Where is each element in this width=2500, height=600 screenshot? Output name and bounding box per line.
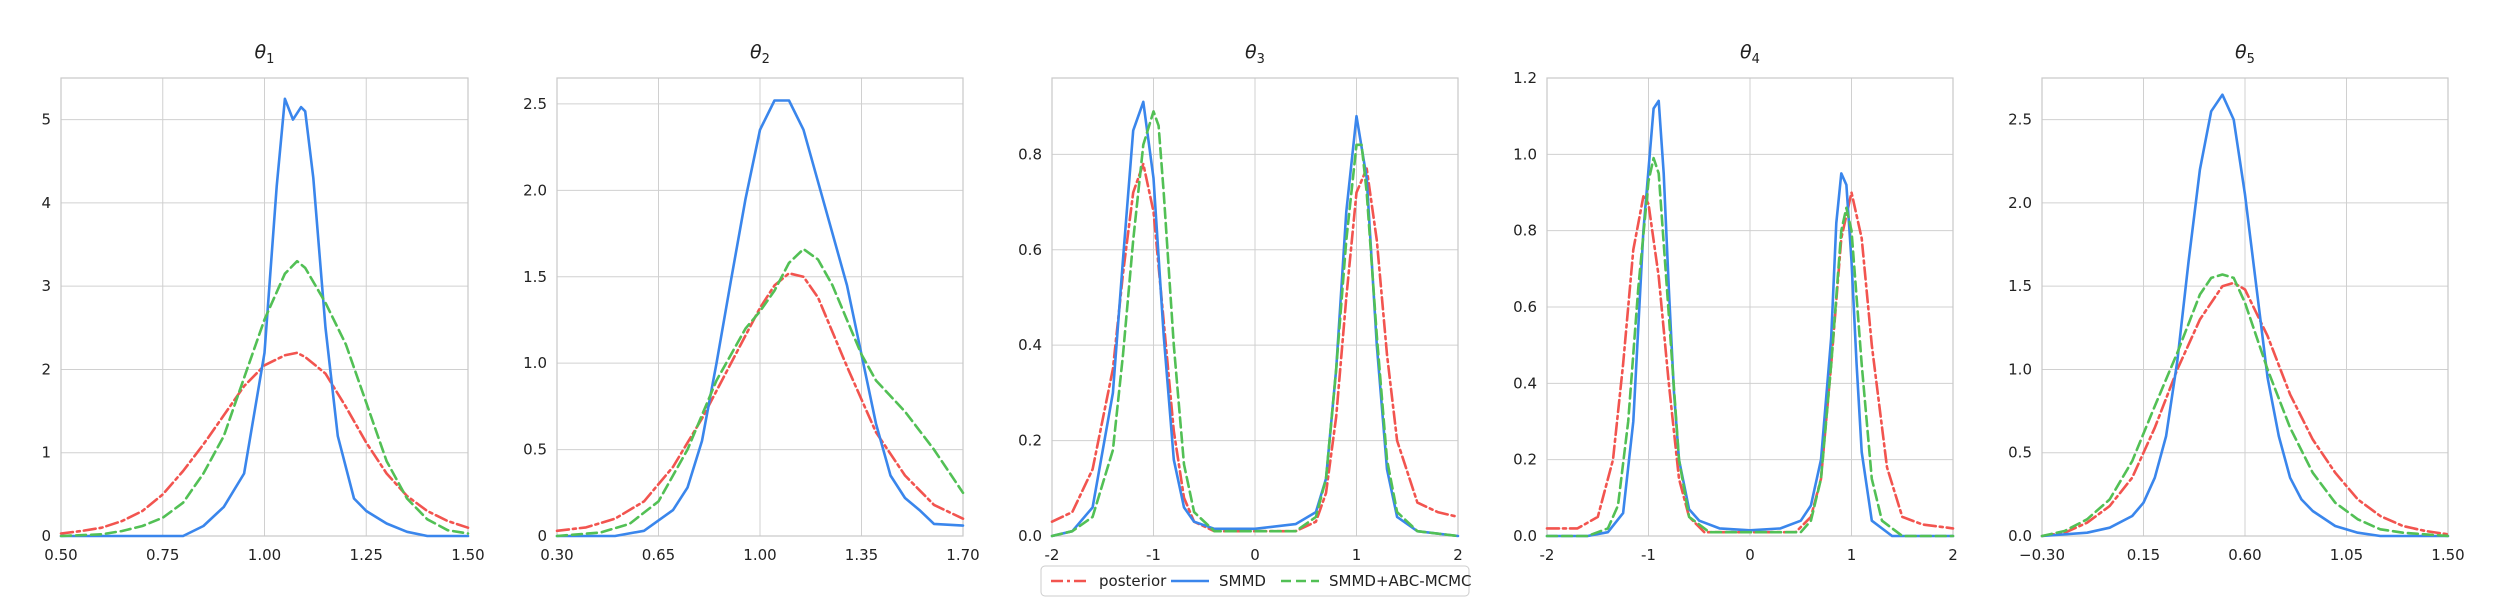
x-tick-label: 1 bbox=[1847, 546, 1857, 564]
panel-title: θ2 bbox=[750, 41, 770, 67]
x-tick-label: 2 bbox=[1453, 546, 1463, 564]
y-tick-label: 0.0 bbox=[1018, 527, 1042, 545]
panel-title-symbol: θ bbox=[1245, 41, 1257, 63]
chart-panel-2: 0.30 0.65 1.00 1.35 1.70 0 0.5 1.0 1.5 2.0 2.5 θ2 bbox=[523, 41, 980, 564]
x-tick-label: 0.60 bbox=[2228, 546, 2261, 564]
y-tick-label: 5 bbox=[41, 111, 51, 129]
y-tick-label: 0.0 bbox=[1513, 527, 1537, 545]
panel-title: θ4 bbox=[1740, 41, 1760, 67]
panel-title-symbol: θ bbox=[255, 41, 267, 63]
series-line-posterior bbox=[2040, 281, 2450, 538]
x-tick-label: 1.05 bbox=[2330, 546, 2363, 564]
legend-label: SMMD bbox=[1219, 572, 1266, 590]
panel-title-subscript: 4 bbox=[1752, 52, 1760, 67]
panel-title-symbol: θ bbox=[1740, 41, 1752, 63]
panel-title: θ1 bbox=[255, 41, 275, 67]
x-tick-label: -2 bbox=[1045, 546, 1060, 564]
series-line-smmd-abc-mcmc bbox=[1050, 110, 1460, 538]
y-tick-label: 0.8 bbox=[1513, 222, 1537, 240]
x-tick-label: 0 bbox=[1250, 546, 1260, 564]
x-tick-label: 1 bbox=[1352, 546, 1362, 564]
x-tick-label: 0.15 bbox=[2127, 546, 2160, 564]
x-tick-label: 1.70 bbox=[946, 546, 979, 564]
x-tick-label: 1.50 bbox=[2431, 546, 2464, 564]
legend-label: posterior bbox=[1099, 572, 1167, 590]
y-tick-label: 0 bbox=[41, 527, 51, 545]
y-tick-label: 2 bbox=[41, 360, 51, 378]
y-tick-label: 0.2 bbox=[1018, 432, 1042, 450]
panel-title: θ3 bbox=[1245, 41, 1265, 67]
x-tick-label: 0.30 bbox=[540, 546, 573, 564]
y-tick-label: 1 bbox=[41, 444, 51, 462]
x-tick-label: 0 bbox=[1745, 546, 1755, 564]
y-tick-label: 3 bbox=[41, 277, 51, 295]
series-line-smmd bbox=[555, 99, 965, 538]
y-tick-label: 0.0 bbox=[2008, 527, 2032, 545]
x-tick-label: −0.30 bbox=[2019, 546, 2065, 564]
x-tick-label: 1.50 bbox=[451, 546, 484, 564]
x-tick-label: 0.65 bbox=[642, 546, 675, 564]
y-tick-label: 2.5 bbox=[523, 95, 547, 113]
x-tick-label: -1 bbox=[1146, 546, 1161, 564]
y-tick-label: 1.0 bbox=[1513, 145, 1537, 163]
axes-frame bbox=[2041, 77, 2449, 537]
x-tick-label: 0.75 bbox=[146, 546, 179, 564]
panel-title-subscript: 5 bbox=[2247, 52, 2255, 67]
y-tick-label: 1.0 bbox=[2008, 360, 2032, 378]
y-tick-label: 2.5 bbox=[2008, 111, 2032, 129]
x-tick-label: 0.50 bbox=[44, 546, 77, 564]
y-tick-label: 1.0 bbox=[523, 354, 547, 372]
y-tick-label: 0.5 bbox=[2008, 444, 2032, 462]
y-tick-label: 1.5 bbox=[523, 268, 547, 286]
panel-title-subscript: 2 bbox=[762, 52, 770, 67]
axes-frame bbox=[60, 77, 469, 537]
x-tick-label: 1.25 bbox=[350, 546, 383, 564]
legend-label: SMMD+ABC-MCMC bbox=[1329, 572, 1472, 590]
y-tick-label: 1.2 bbox=[1513, 69, 1537, 87]
y-tick-label: 2.0 bbox=[2008, 194, 2032, 212]
chart-panel-4: -2 -1 0 1 2 0.0 0.2 0.4 0.6 0.8 1.0 1.2 θ4 bbox=[1513, 41, 1958, 564]
x-tick-label: 2 bbox=[1948, 546, 1958, 564]
y-tick-label: 0.4 bbox=[1018, 336, 1042, 354]
axes-frame bbox=[556, 77, 964, 537]
series-line-smmd-abc-mcmc bbox=[1545, 156, 1955, 538]
legend: posterior SMMD SMMD+ABC-MCMC bbox=[1040, 565, 1472, 597]
series-line-posterior bbox=[555, 272, 965, 533]
y-tick-label: 2.0 bbox=[523, 181, 547, 199]
axes-frame bbox=[1546, 77, 1954, 537]
series-line-smmd-abc-mcmc bbox=[59, 259, 470, 538]
y-tick-label: 0.5 bbox=[523, 441, 547, 459]
legend-box bbox=[1040, 565, 1470, 597]
series-line-smmd-abc-mcmc bbox=[555, 247, 965, 538]
panel-title: θ5 bbox=[2235, 41, 2255, 67]
panel-title-symbol: θ bbox=[2235, 41, 2247, 63]
panel-title-symbol: θ bbox=[750, 41, 762, 63]
panel-title-subscript: 1 bbox=[266, 52, 274, 67]
y-tick-label: 0.6 bbox=[1513, 298, 1537, 316]
series-line-smmd-abc-mcmc bbox=[2040, 273, 2450, 538]
y-tick-label: 4 bbox=[41, 194, 51, 212]
series-line-smmd bbox=[59, 97, 470, 538]
axes-frame bbox=[1051, 77, 1459, 537]
y-tick-label: 0.6 bbox=[1018, 241, 1042, 259]
series-line-posterior bbox=[59, 351, 470, 535]
y-tick-label: 1.5 bbox=[2008, 277, 2032, 295]
y-tick-label: 0 bbox=[537, 527, 547, 545]
x-tick-label: -2 bbox=[1540, 546, 1555, 564]
chart-panel-5: −0.30 0.15 0.60 1.05 1.50 0.0 0.5 1.0 1.5 2.0 2.5 θ… bbox=[2008, 41, 2465, 564]
y-tick-label: 0.8 bbox=[1018, 145, 1042, 163]
panel-title-subscript: 3 bbox=[1257, 52, 1265, 67]
x-tick-label: -1 bbox=[1641, 546, 1656, 564]
y-tick-label: 0.4 bbox=[1513, 374, 1537, 392]
chart-panel-3: -2 -1 0 1 2 0.0 0.2 0.4 0.6 0.8 θ3 bbox=[1018, 41, 1463, 564]
x-tick-label: 1.00 bbox=[248, 546, 281, 564]
x-tick-label: 1.35 bbox=[845, 546, 878, 564]
x-tick-label: 1.00 bbox=[743, 546, 776, 564]
series-line-smmd bbox=[2040, 93, 2450, 538]
y-tick-label: 0.2 bbox=[1513, 451, 1537, 469]
